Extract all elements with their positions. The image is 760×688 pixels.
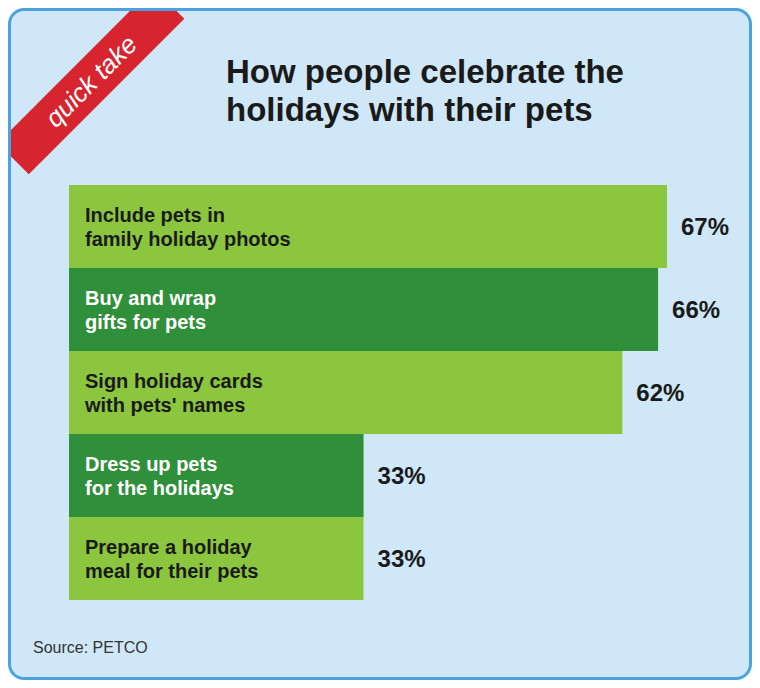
svg-text:Prepare a holidaymeal for thei: Prepare a holidaymeal for their pets bbox=[85, 536, 258, 582]
html-text:quick take: quick take bbox=[39, 29, 143, 133]
svg-text:33%: 33% bbox=[378, 462, 426, 489]
svg-text:Dress up petsfor the holidays: Dress up petsfor the holidays bbox=[85, 453, 234, 499]
svg-text:33%: 33% bbox=[378, 545, 426, 572]
svg-text:67%: 67% bbox=[681, 213, 729, 240]
svg-text:62%: 62% bbox=[636, 379, 684, 406]
html-text:Source: PETCO: Source: PETCO bbox=[33, 639, 148, 656]
svg-text:66%: 66% bbox=[672, 296, 720, 323]
html-text:holidays with their pets: holidays with their pets bbox=[226, 90, 593, 128]
html-text:How people celebrate the: How people celebrate the bbox=[226, 53, 624, 90]
svg-text:Include pets infamily holiday: Include pets infamily holiday photos bbox=[85, 204, 291, 250]
svg-text:Buy and wrapgifts for pets: Buy and wrapgifts for pets bbox=[85, 287, 216, 333]
svg-text:Sign holiday cardswith pets' n: Sign holiday cardswith pets' names bbox=[84, 370, 263, 416]
